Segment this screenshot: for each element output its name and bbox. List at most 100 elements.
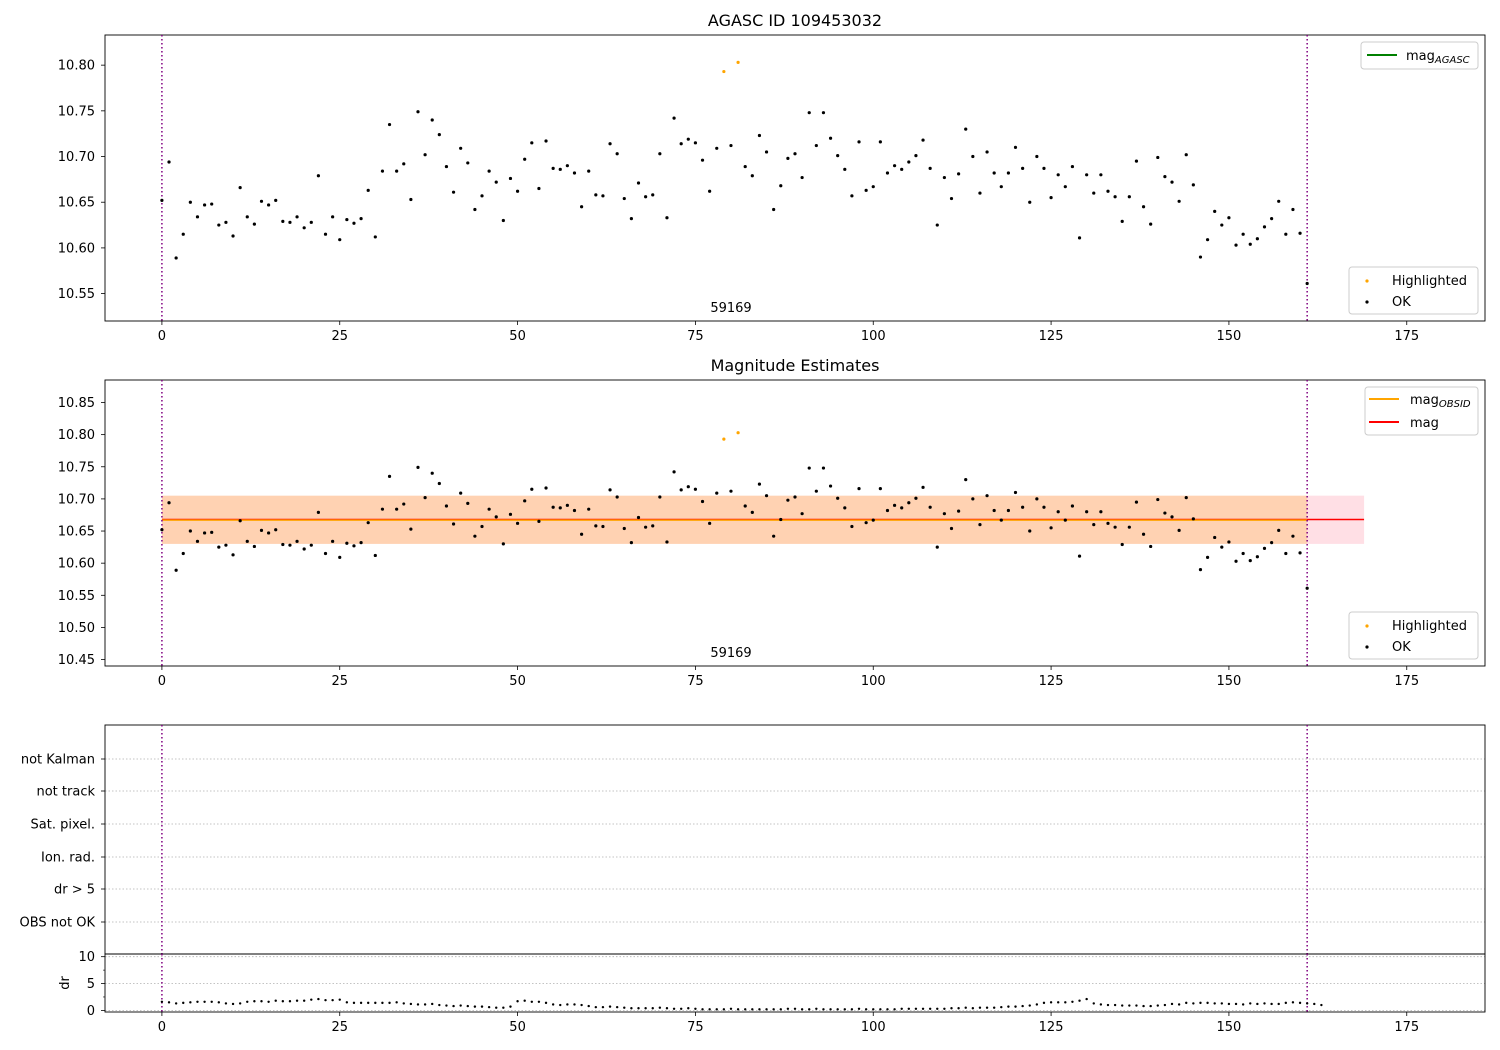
legend-highlighted: Highlighted [1392,274,1467,289]
ok-point [430,118,434,122]
ok-point [1042,166,1046,171]
dr-point [1177,1003,1181,1006]
dr-point [630,1007,633,1010]
ok-point [345,217,349,222]
dr-point [516,1000,519,1003]
dr-point [637,1007,640,1010]
ok-point [949,526,954,531]
ok-point [807,466,811,470]
y-tick-label: 10.60 [58,241,95,256]
ok-point [437,132,441,137]
ok-point [487,169,491,173]
y-tick-label: 10.80 [58,428,95,443]
ok-point [1077,236,1082,240]
dr-point [758,1008,761,1011]
ok-point [800,512,804,516]
ok-point [700,158,705,162]
ok-point [281,542,285,547]
dr-point [580,1003,583,1007]
ok-point [1269,217,1274,221]
dr-point [1270,1002,1273,1006]
ok-point [1149,222,1153,226]
ok-point [295,539,299,543]
ok-point [928,505,932,509]
dr-point [1000,1005,1003,1009]
dr-point [857,1007,861,1010]
highlighted-point [722,437,726,441]
ok-point [494,180,498,184]
ok-point [928,166,932,171]
ok-point [1113,195,1117,199]
dr-point [1256,1002,1259,1006]
ok-point [1163,175,1167,179]
ok-point [999,518,1003,522]
ok-point [644,525,648,529]
dr-point [608,1005,612,1008]
ok-point [828,136,833,140]
ok-point [757,133,762,138]
ok-point [551,505,555,509]
ok-point [850,524,854,529]
dr-point [495,1006,498,1009]
dr-point [879,1008,882,1011]
ok-point [708,189,712,193]
ok-point [245,539,249,543]
ok-point [871,185,875,189]
ok-point [501,218,505,223]
dr-point [288,1000,292,1003]
ok-point [274,198,278,202]
dr-point [985,1006,989,1009]
ok-point [188,529,192,533]
ok-point [1099,510,1103,514]
ok-point [1170,515,1174,519]
x-tick-label: 50 [509,1020,526,1035]
ok-point [1049,196,1053,200]
ok-point [274,528,278,532]
ok-point [1234,243,1238,247]
x-tick-label: 0 [158,329,166,344]
dr-point [1042,1001,1046,1005]
ok-point [1028,529,1032,533]
ok-point [480,524,484,529]
ok-point [259,199,264,203]
ok-point [565,164,569,168]
ok-point [1184,496,1188,500]
dr-point [1121,1004,1124,1007]
dr-point [338,998,341,1001]
ok-point [352,221,356,225]
dr-point [1234,1002,1238,1006]
ok-point [857,140,861,144]
ok-point [288,220,292,224]
ok-point [1063,518,1067,522]
dr-point [722,1008,726,1011]
ok-point [679,488,683,492]
dr-point [402,1002,405,1005]
ok-point [1156,497,1160,502]
dr-point [317,997,320,1001]
ok-point [1198,567,1203,572]
ok-point [459,146,463,150]
dr-point [623,1006,626,1009]
ok-point [1248,558,1252,563]
ok-point [1213,209,1217,213]
dr-point [1213,1002,1216,1005]
dr-point [502,1006,505,1009]
ok-point [772,534,776,538]
ok-point [1198,255,1203,259]
ok-point [316,510,321,514]
dr-point [679,1007,683,1010]
dr-point [957,1007,960,1010]
dr-point [1142,1004,1145,1008]
ok-point [494,515,498,519]
ok-point [857,487,861,491]
ok-point [174,256,178,260]
ok-point [850,194,854,198]
ok-point [1127,525,1131,529]
dr-point [359,1001,363,1005]
ok-point [302,547,306,551]
ok-point [587,507,591,511]
dr-point [189,1001,192,1004]
ok-point [1205,238,1210,242]
ok-point [885,171,890,175]
dr-point [487,1005,491,1009]
